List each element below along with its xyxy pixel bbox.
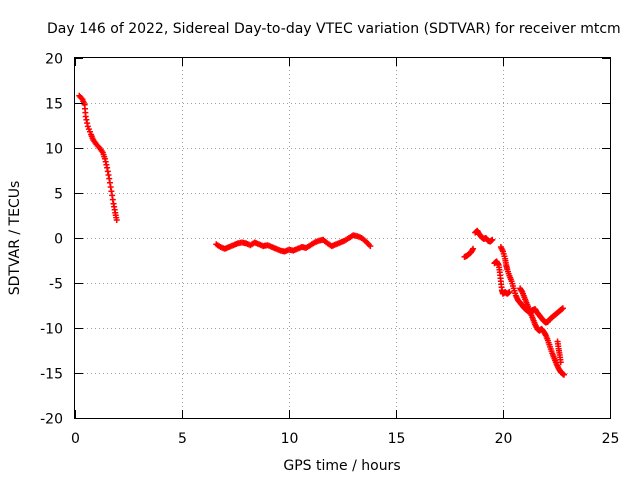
series-segment-5 — [491, 258, 513, 297]
y-tick-label: -15 — [40, 367, 63, 383]
series-segment-7 — [517, 285, 567, 378]
y-tick-label: 10 — [45, 142, 63, 158]
axis-ticks — [75, 58, 611, 419]
x-axis-label: GPS time / hours — [283, 458, 400, 474]
y-tick-label: 20 — [45, 52, 63, 68]
data-point — [557, 359, 564, 366]
series-segment-3 — [461, 245, 477, 260]
data-point — [506, 289, 513, 295]
chart-title: Day 146 of 2022, Sidereal Day-to-day VTE… — [47, 21, 621, 37]
data-point — [489, 236, 496, 243]
x-tick-label: 10 — [281, 431, 299, 447]
x-tick-label: 5 — [178, 431, 187, 447]
data-point — [367, 243, 374, 250]
x-tick-label: 25 — [602, 431, 620, 447]
data-point — [560, 371, 567, 378]
y-tick-labels: -20 -15 -10 -5 0 5 10 15 20 — [40, 52, 63, 428]
series-segment-1 — [76, 92, 120, 223]
series-segment-4 — [472, 227, 496, 245]
y-tick-label: 0 — [54, 232, 63, 248]
series-segment-8 — [554, 338, 564, 366]
x-tick-labels: 0 5 10 15 20 25 — [71, 431, 619, 447]
data-point — [559, 305, 566, 312]
x-tick-label: 0 — [71, 431, 80, 447]
x-tick-label: 15 — [388, 431, 406, 447]
y-axis-label: SDTVAR / TECUs — [7, 181, 23, 296]
grid-lines — [75, 58, 610, 418]
y-tick-label: -10 — [40, 322, 63, 338]
x-tick-label: 20 — [495, 431, 513, 447]
y-tick-label: 5 — [54, 187, 63, 203]
y-tick-label: -5 — [49, 277, 63, 293]
y-tick-label: 15 — [45, 97, 63, 113]
plot-frame — [74, 57, 611, 419]
series-segment-2 — [213, 232, 374, 255]
data-point — [113, 217, 120, 223]
data-points — [76, 92, 567, 378]
y-tick-label: -20 — [40, 412, 63, 428]
data-point — [470, 245, 477, 252]
